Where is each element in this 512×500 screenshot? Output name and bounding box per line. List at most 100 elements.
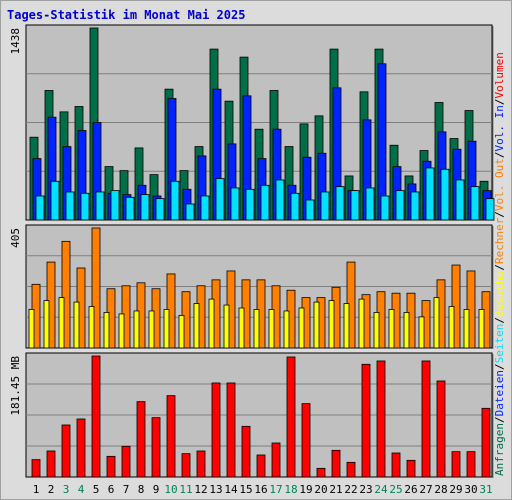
x-tick-label-23: 23 bbox=[359, 483, 372, 496]
bar-seiten-24 bbox=[380, 195, 390, 221]
bar-seiten-27 bbox=[425, 167, 435, 221]
bar-volumen-31 bbox=[481, 407, 491, 478]
bar-seiten-26 bbox=[410, 191, 420, 221]
chart-title: Tages-Statistik im Monat Mai 2025 bbox=[7, 8, 246, 22]
bar-seiten-20 bbox=[320, 191, 330, 221]
x-tick-label-9: 9 bbox=[153, 483, 160, 496]
bar-besuche-24 bbox=[373, 312, 380, 349]
bar-seiten-6 bbox=[110, 190, 120, 221]
bar-volumen-16 bbox=[256, 454, 266, 478]
bar-seiten-2 bbox=[50, 180, 60, 221]
x-tick-label-17: 17 bbox=[269, 483, 282, 496]
bar-besuche-16 bbox=[253, 309, 260, 349]
bar-seiten-7 bbox=[125, 196, 135, 221]
bar-besuche-25 bbox=[388, 309, 395, 349]
bar-volumen-5 bbox=[91, 355, 101, 478]
x-tick-label-6: 6 bbox=[108, 483, 115, 496]
bar-besuche-11 bbox=[178, 315, 185, 349]
bar-volumen-18 bbox=[286, 356, 296, 478]
legend-item: / bbox=[493, 264, 506, 271]
bar-seiten-15 bbox=[245, 188, 255, 221]
legend-item: / bbox=[493, 317, 506, 324]
x-tick-label-21: 21 bbox=[329, 483, 342, 496]
bar-volumen-19 bbox=[301, 403, 311, 478]
bar-seiten-31 bbox=[485, 198, 495, 221]
bar-volumen-24 bbox=[376, 360, 386, 478]
bar-seiten-28 bbox=[440, 168, 450, 221]
bar-volumen-25 bbox=[391, 452, 401, 478]
bar-volumen-11 bbox=[181, 453, 191, 478]
legend-item: Dateien bbox=[493, 370, 506, 416]
x-tick-label-20: 20 bbox=[314, 483, 327, 496]
bar-besuche-29 bbox=[448, 306, 455, 349]
bar-volumen-14 bbox=[226, 382, 236, 478]
bar-seiten-11 bbox=[185, 203, 195, 221]
x-tick-label-16: 16 bbox=[254, 483, 267, 496]
legend-item: Anfragen bbox=[493, 423, 506, 476]
bar-besuche-10 bbox=[163, 309, 170, 349]
bar-besuche-21 bbox=[328, 300, 335, 349]
bar-seiten-23 bbox=[365, 187, 375, 221]
bar-seiten-8 bbox=[140, 194, 150, 221]
x-tick-label-30: 30 bbox=[464, 483, 477, 496]
bar-volumen-22 bbox=[346, 461, 356, 478]
bar-volumen-12 bbox=[196, 450, 206, 478]
bar-besuche-15 bbox=[238, 307, 245, 349]
bar-seiten-29 bbox=[455, 179, 465, 221]
bar-seiten-5 bbox=[95, 191, 105, 221]
bar-besuche-17 bbox=[268, 309, 275, 349]
x-tick-label-28: 28 bbox=[434, 483, 447, 496]
bar-volumen-10 bbox=[166, 395, 176, 478]
bar-besuche-9 bbox=[148, 310, 155, 349]
x-tick-label-29: 29 bbox=[449, 483, 462, 496]
bar-besuche-19 bbox=[298, 307, 305, 349]
x-tick-label-13: 13 bbox=[209, 483, 222, 496]
bar-seiten-17 bbox=[275, 179, 285, 221]
bar-besuche-1 bbox=[28, 309, 35, 349]
x-tick-label-2: 2 bbox=[48, 483, 55, 496]
bar-besuche-28 bbox=[433, 297, 440, 349]
bar-besuche-30 bbox=[463, 309, 470, 349]
bar-volumen-15 bbox=[241, 425, 251, 478]
bar-seiten-4 bbox=[80, 192, 90, 221]
bar-besuche-31 bbox=[478, 309, 485, 349]
bar-besuche-27 bbox=[418, 316, 425, 349]
bar-volumen-1 bbox=[31, 459, 41, 478]
x-tick-label-27: 27 bbox=[419, 483, 432, 496]
bar-volumen-21 bbox=[331, 449, 341, 478]
bar-rechner-3 bbox=[61, 240, 71, 349]
bar-besuche-2 bbox=[43, 300, 50, 349]
legend-item: / bbox=[493, 98, 506, 105]
bar-seiten-25 bbox=[395, 190, 405, 221]
bar-besuche-23 bbox=[358, 298, 365, 349]
x-tick-label-22: 22 bbox=[344, 483, 357, 496]
bar-volumen-28 bbox=[436, 380, 446, 478]
x-tick-label-26: 26 bbox=[404, 483, 417, 496]
legend-item: / bbox=[493, 363, 506, 370]
bar-seiten-10 bbox=[170, 180, 180, 221]
bar-volumen-6 bbox=[106, 455, 116, 478]
legend-item: Seiten bbox=[493, 324, 506, 364]
x-tick-label-12: 12 bbox=[194, 483, 207, 496]
bar-besuche-20 bbox=[313, 301, 320, 349]
bar-besuche-4 bbox=[73, 301, 80, 349]
x-tick-label-4: 4 bbox=[78, 483, 85, 496]
bar-besuche-7 bbox=[118, 313, 125, 349]
x-tick-label-19: 19 bbox=[299, 483, 312, 496]
bar-seiten-14 bbox=[230, 187, 240, 221]
bar-besuche-13 bbox=[208, 298, 215, 349]
y-max-label: 1438 bbox=[9, 28, 22, 55]
x-tick-label-1: 1 bbox=[33, 483, 40, 496]
bar-besuche-5 bbox=[88, 306, 95, 349]
bar-besuche-18 bbox=[283, 310, 290, 349]
legend-item: Besuche bbox=[493, 271, 506, 317]
bar-seiten-3 bbox=[65, 191, 75, 221]
bar-besuche-14 bbox=[223, 304, 230, 349]
legend-item: / bbox=[493, 151, 506, 158]
legend-item: Vol. In bbox=[493, 105, 506, 151]
bar-seiten-19 bbox=[305, 199, 315, 221]
bar-seiten-9 bbox=[155, 198, 165, 221]
x-tick-label-3: 3 bbox=[63, 483, 70, 496]
bar-seiten-1 bbox=[35, 195, 45, 221]
